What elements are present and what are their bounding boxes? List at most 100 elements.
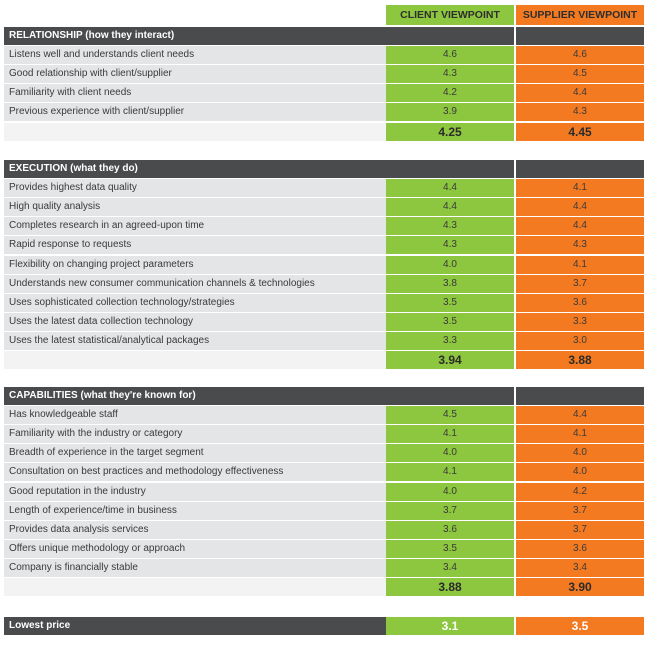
row-label: Provides data analysis services: [4, 520, 389, 539]
row-label: Flexibility on changing project paramete…: [4, 255, 389, 274]
lowest-price-supplier-cell: 3.5: [516, 617, 644, 635]
client-value-cell: 4.1: [386, 425, 514, 444]
row-label: Company is financially stable: [4, 558, 389, 577]
row-label: Uses the latest statistical/analytical p…: [4, 331, 389, 350]
supplier-value-cell: 4.1: [516, 179, 644, 198]
client-value-cell: 4.4: [386, 179, 514, 198]
supplier-value-cell: 3.0: [516, 331, 644, 350]
table-row: Familiarity with client needs 4.2 4.4: [4, 84, 646, 103]
client-value-cell: 3.6: [386, 520, 514, 539]
section-supplier-spacer: [516, 27, 644, 45]
supplier-value-cell: 4.3: [516, 236, 644, 255]
row-label: Length of experience/time in business: [4, 501, 389, 520]
client-total-cell: 3.94: [386, 351, 514, 369]
supplier-value-cell: 4.6: [516, 46, 644, 65]
total-label-spacer: [4, 351, 389, 369]
client-value-cell: 4.3: [386, 217, 514, 236]
client-value-cell: 4.4: [386, 198, 514, 217]
table-row: Previous experience with client/supplier…: [4, 103, 646, 122]
section-header-row: RELATIONSHIP (how they interact): [4, 27, 646, 46]
row-label: Offers unique methodology or approach: [4, 539, 389, 558]
client-total-cell: 4.25: [386, 122, 514, 141]
supplier-value-cell: 3.4: [516, 558, 644, 577]
supplier-value-cell: 4.5: [516, 65, 644, 84]
section-total-row: 3.88 3.90: [4, 578, 646, 597]
client-value-cell: 4.0: [386, 482, 514, 501]
client-value-cell: 3.5: [386, 293, 514, 312]
table-row: Good relationship with client/supplier 4.…: [4, 65, 646, 84]
section-supplier-spacer: [516, 160, 644, 178]
total-label-spacer: [4, 578, 389, 596]
row-label: Completes research in an agreed-upon tim…: [4, 217, 389, 236]
section-total-row: 3.94 3.88: [4, 351, 646, 370]
client-value-cell: 4.2: [386, 84, 514, 103]
table-row: Uses the latest data collection technolo…: [4, 312, 646, 332]
supplier-value-cell: 3.3: [516, 312, 644, 331]
table-row: Understands new consumer communication c…: [4, 274, 646, 294]
section-client-spacer: [386, 387, 514, 405]
table-row: Rapid response to requests 4.3 4.3: [4, 236, 646, 255]
section-header-row: EXECUTION (what they do): [4, 160, 646, 179]
supplier-value-cell: 4.4: [516, 84, 644, 103]
table-row: Length of experience/time in business 3.7…: [4, 501, 646, 521]
client-value-cell: 4.1: [386, 463, 514, 482]
supplier-value-cell: 4.4: [516, 198, 644, 217]
row-label: Breadth of experience in the target segm…: [4, 444, 389, 463]
client-value-cell: 4.6: [386, 46, 514, 65]
row-label: Listens well and understands client need…: [4, 46, 389, 65]
table-row: Provides highest data quality 4.4 4.1: [4, 179, 646, 198]
client-value-cell: 4.0: [386, 444, 514, 463]
lowest-price-label: Lowest price: [4, 617, 389, 635]
section-client-spacer: [386, 27, 514, 45]
client-value-cell: 4.5: [386, 406, 514, 425]
row-label: Understands new consumer communication c…: [4, 274, 389, 293]
section-supplier-spacer: [516, 387, 644, 405]
client-value-cell: 3.3: [386, 331, 514, 350]
row-label: Previous experience with client/supplier: [4, 103, 389, 122]
client-value-cell: 3.8: [386, 274, 514, 293]
row-label: Has knowledgeable staff: [4, 406, 389, 425]
table-row: Company is financially stable 3.4 3.4: [4, 558, 646, 578]
supplier-value-cell: 3.6: [516, 539, 644, 558]
supplier-value-cell: 4.2: [516, 482, 644, 501]
table-row: Completes research in an agreed-upon tim…: [4, 217, 646, 236]
row-label: Uses the latest data collection technolo…: [4, 312, 389, 331]
row-label: Familiarity with client needs: [4, 84, 389, 103]
table-row: Flexibility on changing project paramete…: [4, 255, 646, 275]
table-row: Good reputation in the industry 4.0 4.2: [4, 482, 646, 502]
lowest-price-client-cell: 3.1: [386, 617, 514, 635]
client-value-cell: 3.4: [386, 558, 514, 577]
client-value-cell: 3.7: [386, 501, 514, 520]
table-row: Breadth of experience in the target segm…: [4, 444, 646, 463]
supplier-value-cell: 3.7: [516, 501, 644, 520]
section-total-row: 4.25 4.45: [4, 122, 646, 142]
total-label-spacer: [4, 122, 389, 141]
supplier-value-cell: 4.4: [516, 217, 644, 236]
supplier-value-cell: 3.7: [516, 520, 644, 539]
supplier-total-cell: 3.88: [516, 351, 644, 369]
client-value-cell: 4.3: [386, 236, 514, 255]
row-label: Uses sophisticated collection technology…: [4, 293, 389, 312]
row-label: Rapid response to requests: [4, 236, 389, 255]
supplier-value-cell: 4.1: [516, 425, 644, 444]
supplier-value-cell: 4.1: [516, 255, 644, 274]
client-viewpoint-header: CLIENT VIEWPOINT: [386, 5, 514, 25]
supplier-total-cell: 3.90: [516, 578, 644, 596]
supplier-value-cell: 4.4: [516, 406, 644, 425]
section-title: RELATIONSHIP (how they interact): [4, 27, 389, 45]
table-row: Uses sophisticated collection technology…: [4, 293, 646, 313]
row-label: Good reputation in the industry: [4, 482, 389, 501]
supplier-value-cell: 4.0: [516, 444, 644, 463]
lowest-price-row: Lowest price 3.1 3.5: [4, 617, 646, 636]
client-total-cell: 3.88: [386, 578, 514, 596]
supplier-value-cell: 3.7: [516, 274, 644, 293]
client-value-cell: 3.9: [386, 103, 514, 122]
section-title: CAPABILITIES (what they're known for): [4, 387, 389, 405]
section-header-row: CAPABILITIES (what they're known for): [4, 387, 646, 406]
client-value-cell: 4.0: [386, 255, 514, 274]
row-label: Provides highest data quality: [4, 179, 389, 198]
table-row: Provides data analysis services 3.6 3.7: [4, 520, 646, 540]
row-label: Familiarity with the industry or categor…: [4, 425, 389, 444]
section-client-spacer: [386, 160, 514, 178]
row-label: Good relationship with client/supplier: [4, 65, 389, 84]
